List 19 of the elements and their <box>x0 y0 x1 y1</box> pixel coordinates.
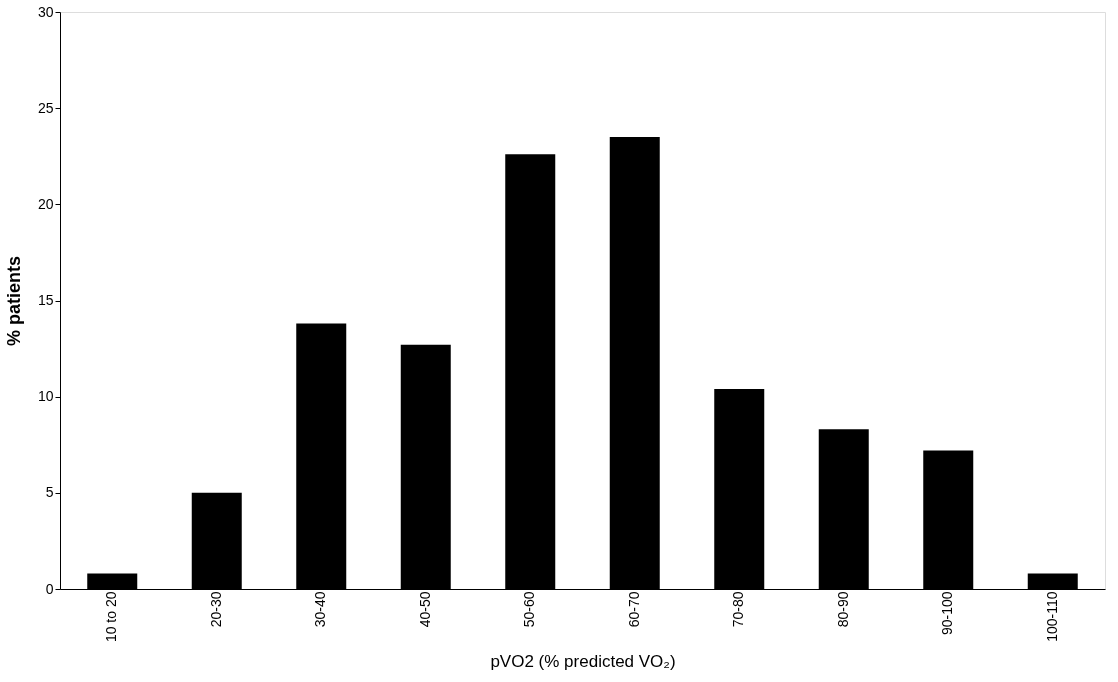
x-tick-label: 20-30 <box>207 591 224 628</box>
x-axis-title: pVO2 (% predicted VO₂) <box>490 652 676 672</box>
x-tick-label: 100-110 <box>1043 591 1060 642</box>
y-tick-label: 15 <box>37 292 54 308</box>
x-tick-label: 50-60 <box>521 591 538 628</box>
x-tick-label: 80-90 <box>834 591 851 628</box>
y-tick-label: 20 <box>37 195 54 212</box>
y-tick-label: 30 <box>37 3 54 20</box>
x-tick-label: 10 to 20 <box>103 591 120 643</box>
x-tick-label: 60-70 <box>625 591 642 628</box>
x-tick-label: 30-40 <box>312 591 329 628</box>
y-tick-label: 25 <box>37 99 54 116</box>
x-tick-label: 90-100 <box>939 591 956 636</box>
y-axis-title: % patients <box>3 255 24 347</box>
y-tick-label: 5 <box>45 484 54 501</box>
y-tick-label: 0 <box>45 580 54 597</box>
x-tick-label: 70-80 <box>730 591 747 628</box>
x-tick-label: 40-50 <box>416 591 433 628</box>
y-tick-label: 10 <box>37 388 54 405</box>
